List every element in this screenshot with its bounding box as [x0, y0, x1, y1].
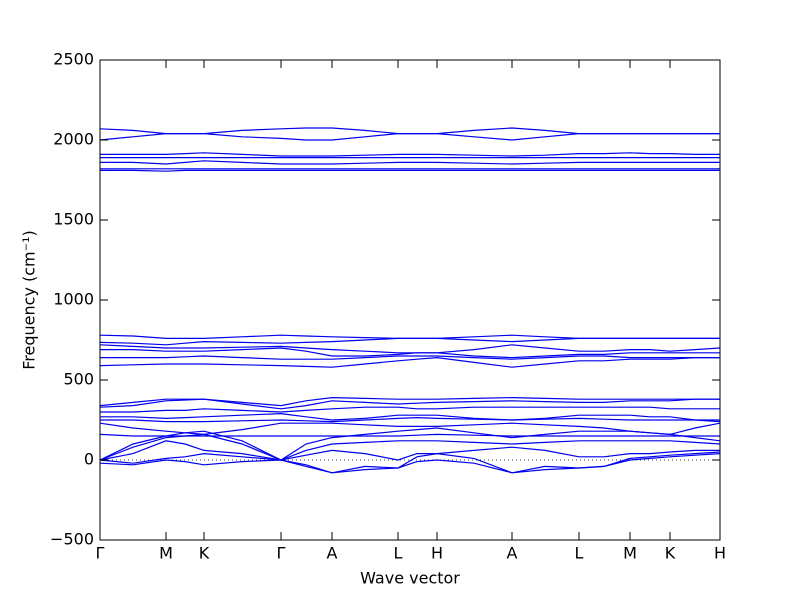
y-tick-label: 1500: [53, 210, 94, 229]
x-tick-label: Γ: [96, 544, 105, 563]
y-tick-label: 2500: [53, 50, 94, 69]
y-tick-label: 2000: [53, 130, 94, 149]
band-line: [100, 169, 720, 172]
band-line: [100, 152, 720, 157]
band-line: [99, 356, 720, 368]
band-line: [100, 416, 720, 423]
y-tick-label: 1000: [53, 290, 94, 309]
x-tick-label: M: [623, 544, 637, 563]
y-axis-label: Frequency (cm⁻¹): [20, 230, 39, 369]
band-line: [99, 433, 720, 437]
band-line: [99, 398, 720, 410]
y-tick-label: −500: [50, 530, 94, 549]
x-tick-label: H: [714, 544, 726, 563]
x-tick-label: H: [431, 544, 443, 563]
y-tick-label: 0: [84, 450, 94, 469]
band-line: [99, 337, 720, 346]
x-tick-label: A: [327, 544, 338, 563]
x-tick-label: K: [199, 544, 210, 563]
band-line: [100, 347, 720, 359]
band-line: [100, 160, 720, 165]
band-line: [99, 133, 720, 141]
x-tick-label: K: [665, 544, 676, 563]
y-tick-label: 500: [63, 370, 94, 389]
x-tick-label: A: [507, 544, 518, 563]
band-line: [100, 355, 720, 360]
band-line: [100, 412, 721, 423]
x-tick-label: L: [575, 544, 584, 563]
band-line: [99, 427, 721, 461]
x-tick-label: Γ: [277, 544, 286, 563]
band-line: [99, 440, 720, 461]
band-line: [99, 433, 721, 461]
band-line: [99, 453, 721, 474]
x-tick-label: M: [159, 544, 173, 563]
x-tick-label: L: [394, 544, 403, 563]
x-axis-label: Wave vector: [360, 569, 460, 588]
band-line: [99, 451, 721, 474]
band-line: [100, 406, 720, 413]
